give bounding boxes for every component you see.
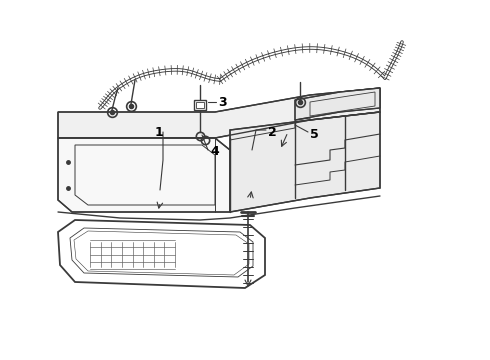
Text: 2: 2	[268, 126, 277, 139]
Polygon shape	[230, 112, 380, 212]
Text: 3: 3	[218, 96, 227, 109]
Polygon shape	[58, 138, 230, 212]
Polygon shape	[58, 88, 380, 138]
Polygon shape	[295, 88, 380, 120]
Bar	[196, 102, 204, 108]
Bar	[194, 100, 206, 110]
Text: 5: 5	[310, 128, 319, 141]
Text: 1: 1	[155, 126, 164, 139]
Text: 4: 4	[210, 145, 219, 158]
